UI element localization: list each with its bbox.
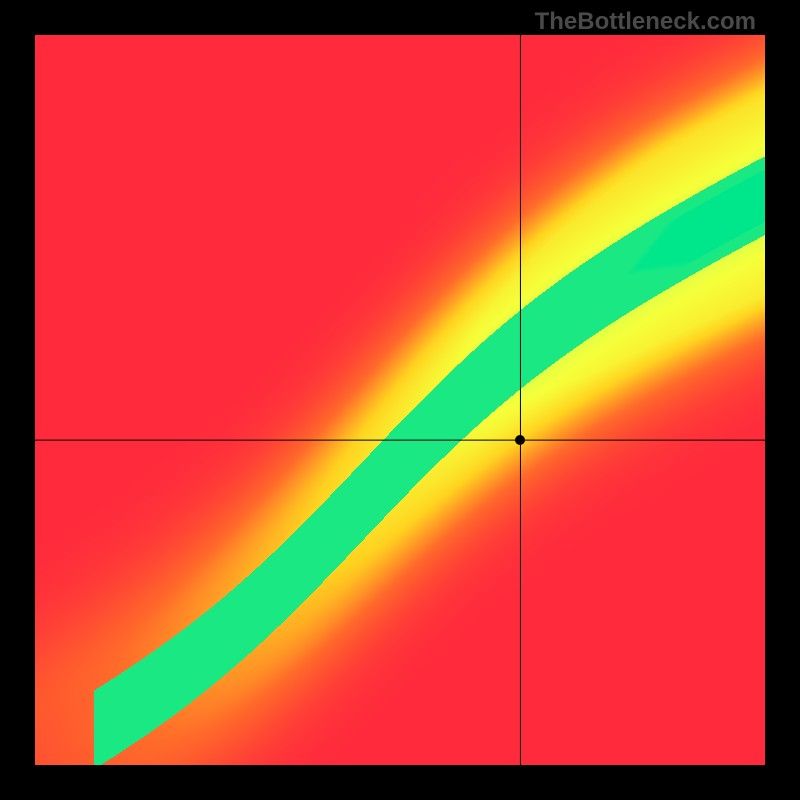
watermark-text: TheBottleneck.com <box>535 8 756 36</box>
bottleneck-heatmap <box>35 35 765 765</box>
chart-container: { "chart": { "type": "heatmap", "width_p… <box>0 0 800 800</box>
